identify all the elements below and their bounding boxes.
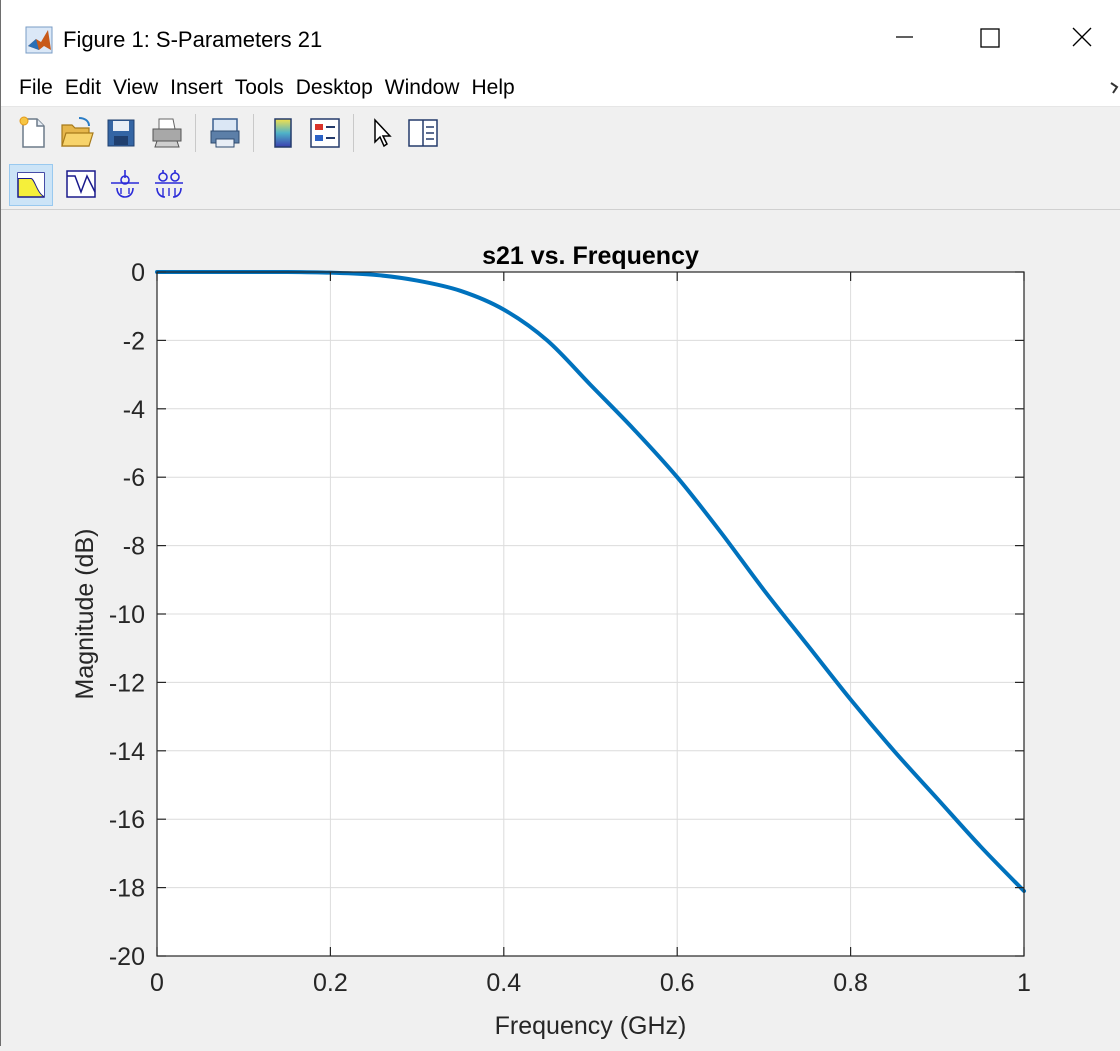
s21-chart[interactable]: 0 0.2 0.4 0.6 0.8 1 0 -2 -4 -6 -8 -10 -12 -14 -16 -18 -… [1,210,1120,1046]
menu-bar: File Edit View Insert Tools Desktop Wind… [1,70,1120,106]
y-tick-label: 0 [131,259,145,287]
property-inspector-icon[interactable] [405,115,441,151]
y-tick-label: -8 [123,533,145,561]
x-tick-label: 1 [1017,969,1031,997]
y-tick-label: -4 [123,396,145,424]
menu-help[interactable]: Help [471,76,515,99]
menu-view[interactable]: View [113,76,159,99]
y-tick-label: -12 [109,669,145,697]
maximize-button[interactable] [967,18,1013,56]
lowpass-filter-button[interactable] [9,164,53,206]
figure-toolbar [1,106,1120,160]
close-icon [1072,27,1092,47]
rf-plot-toolbar [1,159,1120,210]
y-tick-labels: 0 -2 -4 -6 -8 -10 -12 -14 -16 -18 -20 [109,259,145,971]
polar-chart-icon[interactable] [151,166,187,202]
menu-tools[interactable]: Tools [234,76,284,99]
y-tick-label: -10 [109,601,145,629]
print-icon[interactable] [149,115,185,151]
open-file-icon[interactable] [59,115,95,151]
colorbar-icon[interactable] [265,115,301,151]
lowpass-filter-icon [17,172,45,198]
minimize-button[interactable] [881,18,927,56]
menu-file[interactable]: File [19,76,53,99]
figure-canvas[interactable]: 0 0.2 0.4 0.6 0.8 1 0 -2 -4 -6 -8 -10 -12 -14 -16 -18 -… [1,210,1120,1046]
axis-ticks [156,271,1025,957]
y-tick-label: -6 [123,464,145,492]
menu-desktop[interactable]: Desktop [295,76,373,99]
menu-insert[interactable]: Insert [170,76,223,99]
x-tick-label: 0.6 [660,969,695,997]
menu-window[interactable]: Window [384,76,460,99]
x-axis-label: Frequency (GHz) [495,1012,687,1040]
y-tick-label: -20 [109,943,145,971]
title-bar[interactable]: Figure 1: S-Parameters 21 [1,0,1120,70]
toolbar-separator [253,114,254,152]
toolbar-separator [195,114,196,152]
print-preview-icon[interactable] [207,115,243,151]
y-tick-label: -18 [109,875,145,903]
x-tick-labels: 0 0.2 0.4 0.6 0.8 1 [150,969,1031,997]
close-button[interactable] [1059,18,1105,56]
save-icon[interactable] [103,115,139,151]
smith-chart-icon[interactable] [107,166,143,202]
bandstop-response-icon[interactable] [63,166,99,202]
x-tick-label: 0.8 [833,969,868,997]
new-figure-icon[interactable] [15,115,51,151]
maximize-icon [980,28,1000,48]
x-tick-label: 0 [150,969,164,997]
x-tick-label: 0.2 [313,969,348,997]
y-tick-label: -14 [109,738,145,766]
menu-edit[interactable]: Edit [64,76,102,99]
y-tick-label: -2 [123,327,145,355]
toolbar-separator [353,114,354,152]
chart-title: s21 vs. Frequency [482,242,699,270]
legend-icon[interactable] [307,115,343,151]
window-title: Figure 1: S-Parameters 21 [63,27,323,52]
pointer-icon[interactable] [365,115,401,151]
x-tick-label: 0.4 [486,969,521,997]
y-tick-label: -16 [109,806,145,834]
matlab-icon [25,26,53,54]
dock-arrow-icon[interactable] [1110,80,1120,96]
minimize-icon [896,36,913,38]
y-axis-label: Magnitude (dB) [71,529,99,700]
